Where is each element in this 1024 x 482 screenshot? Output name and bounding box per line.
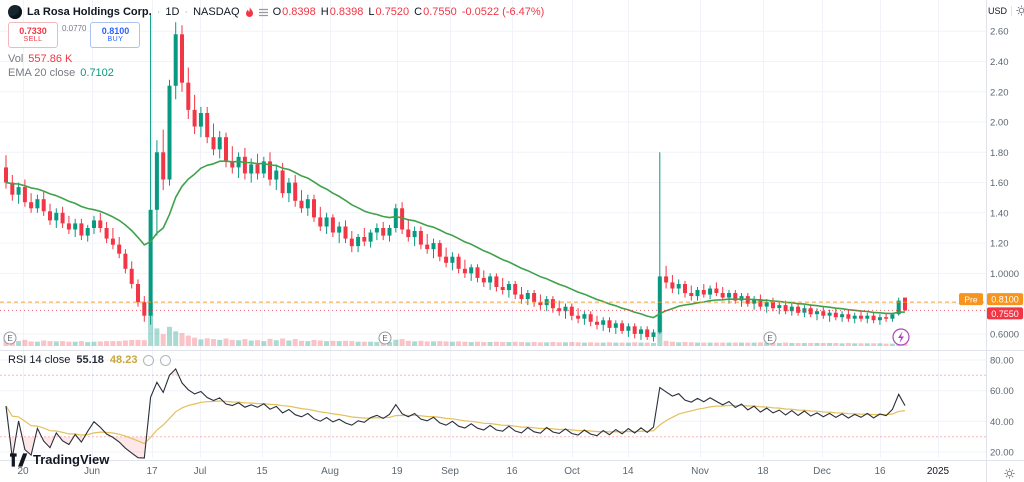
svg-text:2.00: 2.00 — [990, 118, 1009, 129]
price-gridlines — [0, 30, 986, 453]
legend-separator: · — [156, 6, 161, 18]
currency-label[interactable]: USD — [988, 5, 1008, 16]
tradingview-watermark-text: TradingView — [33, 452, 110, 467]
candlestick-series — [4, 13, 907, 342]
ema-legend[interactable]: EMA 20 close 0.7102 — [8, 67, 114, 79]
tradingview-logo-icon — [10, 452, 28, 467]
svg-text:20: 20 — [17, 466, 29, 477]
rsi-line — [5, 367, 906, 459]
ohlc-low: L 0.7520 — [368, 6, 410, 18]
svg-text:2.60: 2.60 — [990, 27, 1009, 38]
svg-text:1.20: 1.20 — [990, 239, 1009, 250]
svg-text:0.7550: 0.7550 — [991, 309, 1019, 319]
volume-legend[interactable]: Vol 557.86 K — [8, 53, 72, 65]
flame-icon — [245, 6, 254, 18]
svg-text:19: 19 — [391, 466, 403, 477]
svg-text:2.20: 2.20 — [990, 87, 1009, 98]
gear-icon[interactable] — [1016, 5, 1024, 16]
sell-button[interactable]: 0.7330 SELL — [8, 22, 58, 48]
price-axis-labels[interactable]: 2.60 2.40 2.20 2.00 1.80 1.60 1.40 1.20 1.0000 0.… — [990, 27, 1019, 341]
buy-button[interactable]: 0.8100 BUY — [90, 22, 141, 48]
rsi-oversold-fill — [9, 436, 147, 459]
volume-label: Vol — [8, 53, 24, 65]
ema-label: EMA 20 close — [8, 67, 76, 79]
rsi-axis-labels[interactable]: 80.00 60.00 40.00 20.00 — [990, 356, 1014, 459]
svg-text:14: 14 — [622, 466, 634, 477]
svg-text:Jun: Jun — [84, 466, 100, 477]
rsi-ma-value: 48.23 — [109, 354, 138, 366]
symbol-logo — [8, 5, 22, 19]
svg-text:20.00: 20.00 — [990, 448, 1014, 459]
ema-value: 0.7102 — [80, 67, 114, 79]
legend-separator: · — [184, 6, 189, 18]
svg-text:Pre: Pre — [964, 295, 978, 305]
svg-text:0.8100: 0.8100 — [991, 295, 1019, 305]
svg-text:1.60: 1.60 — [990, 178, 1009, 189]
svg-text:Jul: Jul — [194, 466, 207, 477]
svg-text:60.00: 60.00 — [990, 386, 1014, 397]
svg-text:Aug: Aug — [321, 466, 339, 477]
ema-line — [5, 160, 906, 319]
ohlc-close: C 0.7550 — [414, 6, 457, 18]
svg-text:0.6000: 0.6000 — [990, 329, 1019, 340]
svg-text:2.40: 2.40 — [990, 57, 1009, 68]
time-axis-settings-icon[interactable] — [1004, 466, 1015, 482]
svg-text:80.00: 80.00 — [990, 356, 1014, 367]
svg-text:1.80: 1.80 — [990, 148, 1009, 159]
premarket-badge[interactable]: Pre 0.8100 — [959, 293, 1023, 306]
svg-text:E: E — [7, 334, 12, 343]
svg-text:Dec: Dec — [813, 466, 831, 477]
rsi-legend[interactable]: RSI 14 close 55.18 48.23 — [8, 354, 172, 366]
svg-text:E: E — [767, 334, 772, 343]
more-options-icon[interactable] — [160, 354, 172, 366]
svg-text:Nov: Nov — [691, 466, 709, 477]
rsi-value: 55.18 — [76, 354, 104, 366]
ohlc-open: O 0.8398 — [272, 6, 316, 18]
svg-text:E: E — [382, 334, 387, 343]
price-axis-header: USD — [988, 5, 1024, 16]
trade-buttons: 0.7330 SELL 0.0770 0.8100 BUY — [8, 22, 141, 48]
quick-menu-icon[interactable] — [258, 8, 268, 17]
volume-value: 557.86 K — [28, 53, 73, 65]
svg-text:Oct: Oct — [564, 466, 580, 477]
ohlc-high: H 0.8398 — [320, 6, 364, 18]
timeframe-label[interactable]: 1D — [165, 6, 180, 18]
svg-text:16: 16 — [506, 466, 518, 477]
svg-text:18: 18 — [757, 466, 769, 477]
rsi-ma-line — [5, 400, 906, 445]
svg-text:40.00: 40.00 — [990, 417, 1014, 428]
last-price-badge[interactable]: 0.7550 — [987, 307, 1023, 320]
svg-text:1.40: 1.40 — [990, 208, 1009, 219]
eye-icon[interactable] — [143, 354, 155, 366]
svg-text:1.0000: 1.0000 — [990, 269, 1019, 280]
svg-text:Sep: Sep — [441, 466, 459, 477]
price-change: -0.0522 (-6.47%) — [461, 6, 545, 18]
exchange-label[interactable]: NASDAQ — [193, 6, 240, 18]
tradingview-watermark[interactable]: TradingView — [10, 452, 109, 467]
svg-text:15: 15 — [256, 466, 268, 477]
svg-text:17: 17 — [146, 466, 158, 477]
symbol-legend[interactable]: La Rosa Holdings Corp. · 1D · NASDAQ O 0.… — [8, 5, 544, 19]
quick-trade-lightning-icon[interactable] — [892, 328, 910, 346]
symbol-title[interactable]: La Rosa Holdings Corp. — [27, 6, 152, 18]
vertical-gridlines — [23, 0, 939, 458]
time-axis-labels[interactable]: 20 Jun 17 Jul 15 Aug 19 Sep 16 Oct 14 Nov 18 Dec 16 202… — [17, 466, 949, 477]
svg-text:2025: 2025 — [927, 466, 950, 477]
svg-text:16: 16 — [874, 466, 886, 477]
divider — [1011, 5, 1013, 16]
spread-value: 0.0770 — [62, 24, 87, 33]
rsi-label: RSI 14 close — [8, 354, 71, 366]
